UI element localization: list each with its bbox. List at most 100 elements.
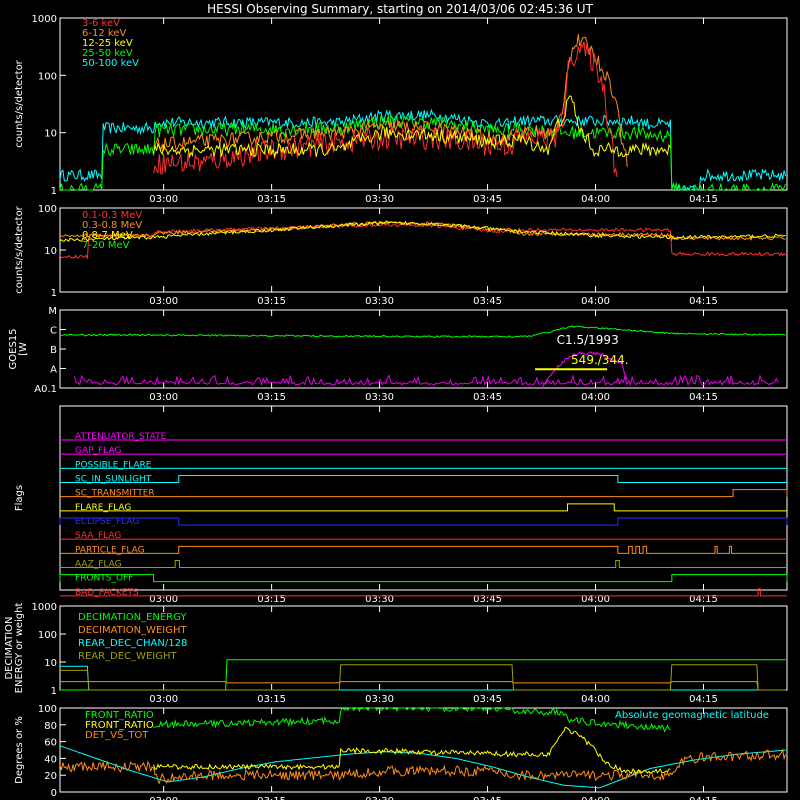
ratio-series-1-line: [59, 748, 787, 785]
lowE-ytick-label-1: 10: [44, 129, 57, 140]
highE-xtick-label-0: 03:00: [149, 296, 178, 307]
goes-xtick-label-2: 03:30: [365, 392, 394, 403]
ratio-series-0-line: [59, 745, 786, 789]
flags-row-label-9: AAZ_FLAG: [75, 560, 122, 570]
lowE-ylabel: counts/s/detector: [14, 59, 25, 147]
ratio-ytick-label-1: 20: [44, 771, 57, 782]
goes-xtick-label-3: 03:45: [473, 392, 502, 403]
highE-xtick-label-5: 04:15: [689, 296, 718, 307]
highE-ylabel: counts/s/detector: [14, 205, 25, 293]
goes-xtick-label-5: 04:15: [689, 392, 718, 403]
ratio-frame: [59, 707, 788, 793]
decim-xtick-label-0: 03:00: [149, 694, 178, 705]
highE-legend-1: 0.3-0.8 MeV: [82, 220, 142, 231]
highE-series-2-line: [59, 220, 786, 242]
flags-xtick-label-3: 03:45: [473, 594, 502, 605]
decim-xtick-label-1: 03:15: [257, 694, 286, 705]
lowE-legend-4: 50-100 keV: [82, 58, 139, 69]
ratio-series-2-line: [153, 707, 671, 733]
flags-row-line-11: [60, 588, 787, 597]
flags-row-line-3: [60, 475, 787, 483]
flags-panel: 03:00 03:15 03:30 03:45 04:00 04:15 Flags ATTEN…: [14, 405, 788, 605]
lowE-xtick-label-2: 03:30: [365, 194, 394, 205]
ratio-ylabel: Degrees or %: [14, 716, 25, 784]
goes-ylabel: GOES15: [8, 328, 19, 369]
decim-ytick-label-1: 10: [44, 658, 57, 669]
flags-row-label-11: BAD_PACKETS: [75, 588, 139, 598]
highE-legend-0: 0.1-0.3 MeV: [82, 210, 142, 221]
flags-row-line-4: [60, 489, 788, 498]
flags-row-label-7: SAA_FLAG: [75, 531, 121, 541]
decim-xtick-label-4: 04:00: [581, 694, 610, 705]
ratio-xtick-label-3: 03:45: [473, 796, 502, 800]
goes-ytick-label-3: C: [50, 326, 57, 337]
goes-series-0-line: [59, 325, 786, 338]
highE-xtick-label-3: 03:45: [473, 296, 502, 307]
flags-row-line-9: [60, 560, 787, 568]
flags-row-label-8: PARTICLE_FLAG: [75, 545, 145, 555]
lowE-legend-1: 6-12 keV: [82, 28, 126, 39]
ratio-ytick-label-2: 40: [44, 754, 57, 765]
goes-ytick-label-2: B: [50, 345, 57, 356]
flags-ylabel: Flags: [14, 485, 25, 511]
decim-legend-1: DECIMATION_WEIGHT: [78, 625, 187, 636]
figure-title: HESSI Observing Summary, starting on 201…: [207, 2, 593, 16]
lowE-series-1-line: [59, 114, 787, 192]
lowE-xtick-label-3: 03:45: [473, 194, 502, 205]
decim-ytick-label-3: 1000: [32, 602, 57, 613]
flags-xtick-label-2: 03:30: [365, 594, 394, 605]
lowE-xtick-label-0: 03:00: [149, 194, 178, 205]
lowE-xtick-label-5: 04:15: [689, 194, 718, 205]
ratio-xtick-label-2: 03:30: [365, 796, 394, 800]
decim-ytick-label-0: 1: [51, 686, 57, 697]
flags-row-label-3: SC_IN_SUNLIGHT: [75, 475, 152, 485]
flags-row-line-8: [60, 545, 787, 554]
decim-series-3-line: [60, 664, 786, 691]
lowE-xtick-label-1: 03:15: [257, 194, 286, 205]
flags-row-label-6: ECLIPSE_FLAG: [75, 517, 139, 527]
lowE-series-2-line: [153, 34, 628, 167]
highE-panel: 03:00 03:15 03:30 03:45 04:00 04:15 1 10 100 coun…: [14, 204, 788, 307]
flags-row-label-5: FLARE_FLAG: [75, 503, 131, 513]
ratio-annotation-latitude: Absolute geomagnetic latitude: [615, 710, 769, 721]
lowE-legend-3: 25-50 keV: [82, 48, 133, 59]
lowE-panel: 03:00 03:15 03:30 03:45 04:00 04:15 1 10 100 1000…: [14, 14, 788, 205]
ratio-legend-2: DET_VS_TOT: [85, 730, 149, 741]
lowE-legend-2: 12-25 keV: [82, 38, 133, 49]
decim-ylabel-2: ENERGY or weight: [14, 603, 25, 694]
goes-ytick-label-4: M: [48, 306, 57, 317]
lowE-series-0-line: [59, 108, 787, 192]
goes-ytick-label-1: A: [50, 365, 57, 376]
decim-xtick-label-3: 03:45: [473, 694, 502, 705]
decim-ylabel: DECIMATION: [4, 616, 15, 679]
goes-ytick-label-0: A0.1: [34, 384, 57, 395]
highE-xtick-label-1: 03:15: [257, 296, 286, 307]
lowE-ytick-label-0: 1: [51, 186, 57, 197]
ratio-xtick-label-0: 03:00: [149, 796, 178, 800]
ratio-xtick-label-4: 04:00: [581, 796, 610, 800]
ratio-ytick-label-0: 0: [51, 788, 57, 799]
highE-legend-3: 7-20 MeV: [82, 240, 130, 251]
decim-legend-2: REAR_DEC_CHAN/128: [78, 638, 187, 649]
goes-ylabel-units: [W: [18, 342, 29, 356]
lowE-frame: [59, 17, 788, 191]
flags-frame: [59, 405, 788, 591]
flags-row-label-1: GAP_FLAG: [75, 446, 121, 456]
goes-magenta-background-line: [73, 374, 779, 387]
flags-row-line-10: [59, 574, 788, 583]
highE-xtick-label-2: 03:30: [365, 296, 394, 307]
lowE-ytick-label-2: 100: [38, 71, 57, 82]
decim-legend-3: REAR_DEC_WEIGHT: [78, 651, 177, 662]
ratio-ytick-label-4: 80: [44, 721, 57, 732]
highE-series-1-line: [59, 219, 786, 242]
flags-xtick-label-4: 04:00: [581, 594, 610, 605]
ratio-ytick-label-3: 60: [44, 738, 57, 749]
ratio-xtick-label-5: 04:15: [689, 796, 718, 800]
lowE-xtick-label-4: 04:00: [581, 194, 610, 205]
flags-row-label-4: SC_TRANSMITTER: [75, 489, 155, 499]
highE-legend-2: 0.8-7 MeV: [82, 230, 133, 241]
